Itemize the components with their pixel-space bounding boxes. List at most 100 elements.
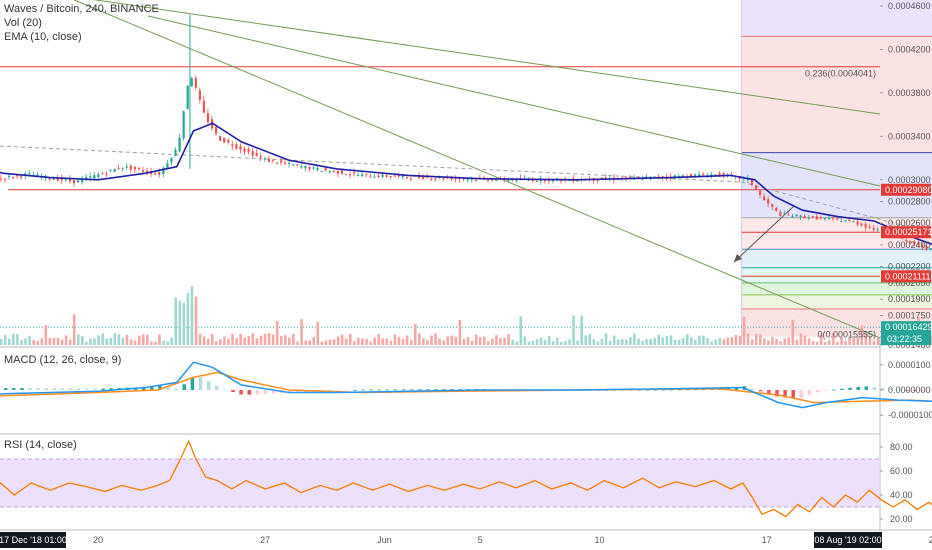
price-tick-label: 0.0002600 xyxy=(888,218,931,228)
volume-bar xyxy=(511,339,514,345)
candle-body xyxy=(645,176,648,178)
volume-bar xyxy=(300,319,303,345)
candle-body xyxy=(832,217,835,219)
time-tick-label: 20 xyxy=(93,535,103,545)
volume-bar xyxy=(523,336,527,345)
candle-body xyxy=(259,156,262,158)
volume-bar xyxy=(706,337,709,345)
candle-body xyxy=(121,167,124,169)
candle-body xyxy=(235,144,238,149)
candle-body xyxy=(117,168,120,170)
candle-body xyxy=(929,248,932,250)
volume-bar xyxy=(340,334,344,345)
volume-bar xyxy=(259,335,263,345)
volume-bar xyxy=(807,338,811,345)
macd-histogram-bar xyxy=(783,390,787,398)
volume-bar xyxy=(767,340,770,345)
volume-bar xyxy=(499,337,502,345)
candle-body xyxy=(787,214,790,216)
macd-histogram-bar xyxy=(864,386,869,390)
volume-bar xyxy=(320,341,324,345)
candle-body xyxy=(860,223,863,226)
volume-bar xyxy=(409,339,413,345)
volume-bar xyxy=(348,333,352,345)
volume-bar xyxy=(564,341,567,345)
candle-body xyxy=(397,175,400,177)
volume-bar xyxy=(722,339,726,345)
volume-bar xyxy=(620,339,624,345)
price-tag-bg xyxy=(881,226,931,239)
macd-histogram-bar xyxy=(255,390,260,395)
candle-body xyxy=(491,178,494,181)
volume-bar xyxy=(495,335,498,345)
macd-histogram-bar xyxy=(677,389,682,391)
volume-bar xyxy=(405,335,409,345)
macd-histogram-bar xyxy=(832,389,836,391)
candle-body xyxy=(596,180,599,182)
volume-bar xyxy=(560,341,563,345)
macd-indicator-label[interactable]: MACD (12, 26, close, 9) xyxy=(4,354,122,366)
candle-body xyxy=(819,217,823,219)
volume-bar xyxy=(491,338,494,345)
macd-histogram-bar xyxy=(791,390,795,398)
volume-bar xyxy=(754,333,758,345)
volume-bar xyxy=(689,337,693,345)
symbol-title[interactable]: Waves / Bitcoin, 240, BINANCE xyxy=(4,3,159,15)
trend-line xyxy=(92,0,881,115)
ema-indicator-label[interactable]: EMA (10, close) xyxy=(4,31,82,43)
candle-body xyxy=(385,175,388,177)
volume-bar xyxy=(365,339,368,345)
volume-bar xyxy=(24,338,27,345)
candle-body xyxy=(300,166,303,168)
candle-body xyxy=(336,170,339,174)
volume-bar xyxy=(515,341,519,345)
candle-body xyxy=(227,140,230,143)
candle-body xyxy=(284,162,287,164)
macd-histogram-bar xyxy=(669,389,674,391)
macd-histogram-bar xyxy=(897,389,901,391)
macd-histogram-bar xyxy=(775,390,779,397)
candle-body xyxy=(815,216,819,220)
candle-body xyxy=(807,217,810,219)
candle-body xyxy=(393,175,396,177)
candle-body xyxy=(247,148,250,152)
macd-histogram-bar xyxy=(426,389,430,391)
rsi-indicator-label[interactable]: RSI (14, close) xyxy=(4,439,77,451)
vol-indicator-label[interactable]: Vol (20) xyxy=(4,17,42,29)
candle-body xyxy=(856,221,859,225)
volume-bar xyxy=(588,333,592,345)
candle-body xyxy=(239,146,242,150)
volume-bar xyxy=(539,337,543,345)
candle-body xyxy=(292,164,295,166)
volume-bar xyxy=(507,334,510,345)
macd-histogram-bar xyxy=(417,389,422,391)
macd-histogram-bar xyxy=(3,388,8,390)
volume-bar xyxy=(726,337,730,345)
candle-body xyxy=(36,174,39,176)
volume-bar xyxy=(551,341,555,345)
volume-bar xyxy=(133,340,137,345)
macd-histogram-bar xyxy=(12,388,16,390)
macd-histogram-bar xyxy=(767,390,771,394)
candle-body xyxy=(125,166,128,168)
price-tick-label: 0.0003000 xyxy=(888,175,931,185)
macd-histogram-bar xyxy=(198,377,203,390)
candle-body xyxy=(401,175,404,178)
volume-bar xyxy=(547,336,551,345)
price-tick-label: 0.0002050 xyxy=(888,278,931,288)
volume-bar xyxy=(48,338,52,345)
macd-histogram-bar xyxy=(458,389,463,390)
macd-histogram-bar xyxy=(905,390,909,391)
candle-body xyxy=(901,238,904,240)
candle-body xyxy=(194,78,197,88)
volume-bar xyxy=(76,334,80,345)
volume-bar xyxy=(649,339,652,345)
rsi-line xyxy=(0,439,932,518)
candle-body xyxy=(641,178,644,180)
candle-body xyxy=(288,162,291,164)
volume-bar xyxy=(284,335,287,345)
volume-bar xyxy=(235,338,238,345)
volume-bar xyxy=(332,339,336,345)
